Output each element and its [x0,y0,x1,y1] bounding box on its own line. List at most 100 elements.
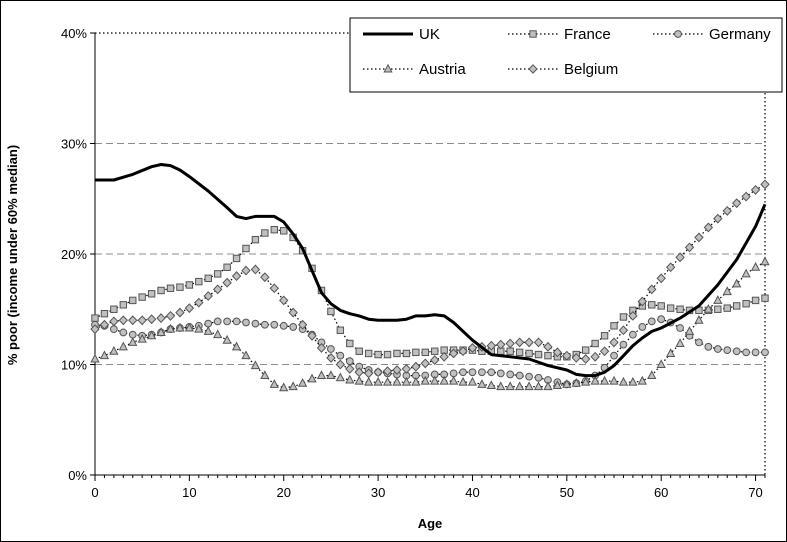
legend-item-uk: UK [363,26,440,43]
data-point-france [666,304,675,312]
data-point-france [195,277,203,286]
data-point-france [742,300,750,308]
data-point-belgium [165,310,176,321]
data-point-france [648,301,656,309]
data-point-france [157,286,165,295]
data-point-belgium [118,315,129,326]
data-point-belgium [297,319,308,330]
legend-item-france: France [508,26,611,43]
data-point-belgium [722,205,732,216]
data-point-belgium [524,337,534,348]
data-point-belgium [345,363,355,374]
data-point-germany [468,368,477,377]
data-point-belgium [637,296,648,307]
data-point-germany [761,348,769,357]
data-point-belgium [675,252,685,263]
y-tick-label: 10% [61,358,87,373]
data-point-belgium [420,358,430,369]
data-point-germany [534,373,543,382]
data-point-france [393,349,401,358]
data-point-austria [571,378,581,387]
x-axis-title: Age [418,516,443,531]
data-point-germany [647,317,656,326]
data-point-belgium [401,363,412,374]
data-point-france [129,296,137,305]
x-tick-label: 50 [560,485,574,500]
data-point-germany [751,348,760,357]
data-point-belgium [618,325,629,336]
data-point-germany [459,368,467,377]
data-point-austria [269,379,279,388]
data-point-austria [231,341,242,351]
data-point-austria [609,375,619,385]
data-point-france [591,339,599,348]
data-point-france [506,347,514,355]
legend-label-germany: Germany [709,26,771,43]
data-point-france [110,305,118,313]
data-point-austria [392,376,402,386]
legend-marker-austria [383,63,393,73]
data-point-france [147,290,156,298]
data-point-austria [297,378,308,387]
data-point-austria [137,333,147,343]
legend-label-uk: UK [419,26,440,43]
data-point-france [270,225,278,234]
data-point-austria [401,376,412,386]
data-point-austria [316,370,327,380]
data-point-germany [336,351,345,360]
data-point-austria [647,370,657,380]
data-point-belgium [411,361,421,372]
data-point-france [412,348,420,357]
data-point-belgium [448,348,459,359]
data-point-austria [203,326,213,335]
data-point-belgium [307,330,317,341]
data-point-germany [525,372,533,381]
data-point-france [100,309,109,318]
data-point-austria [477,379,487,388]
data-point-belgium [609,337,619,348]
y-axis-title: % poor (income under 60% median) [5,145,20,365]
data-point-france [431,347,439,355]
x-tick-label: 60 [654,485,668,500]
data-point-austria [741,268,751,278]
data-point-belgium [713,213,723,224]
data-point-belgium [99,319,110,330]
data-point-germany [638,323,647,331]
data-point-france [91,314,99,322]
data-point-france [619,313,628,321]
data-point-belgium [363,368,374,379]
data-point-belgium [260,272,270,283]
data-point-germany [742,348,751,357]
legend-item-germany: Germany [653,26,771,43]
data-point-france [176,283,184,291]
data-point-germany [713,345,722,353]
data-point-austria [515,381,525,391]
data-point-belgium [90,324,100,335]
data-point-austria [637,375,647,385]
x-tick-label: 0 [91,485,98,500]
data-point-belgium [382,366,393,377]
data-point-belgium [703,222,714,233]
data-point-austria [326,370,336,380]
data-point-austria [703,303,714,313]
data-point-belgium [599,346,610,357]
data-point-germany [223,317,232,326]
data-point-belgium [647,284,657,295]
data-point-france [582,346,590,354]
legend-item-austria: Austria [363,61,466,78]
data-point-austria [128,337,138,346]
y-tick-label: 40% [61,26,87,41]
data-point-belgium [354,367,364,378]
legend-label-france: France [564,26,611,43]
data-point-france [119,301,128,309]
legend-label-belgium: Belgium [564,61,618,78]
data-point-austria [750,261,761,271]
data-point-france [280,227,288,235]
data-point-germany [487,368,496,377]
data-point-germany [732,347,741,356]
data-point-austria [552,380,563,389]
data-point-austria [467,376,478,386]
series-line-france [94,229,766,358]
data-point-austria [373,376,383,386]
